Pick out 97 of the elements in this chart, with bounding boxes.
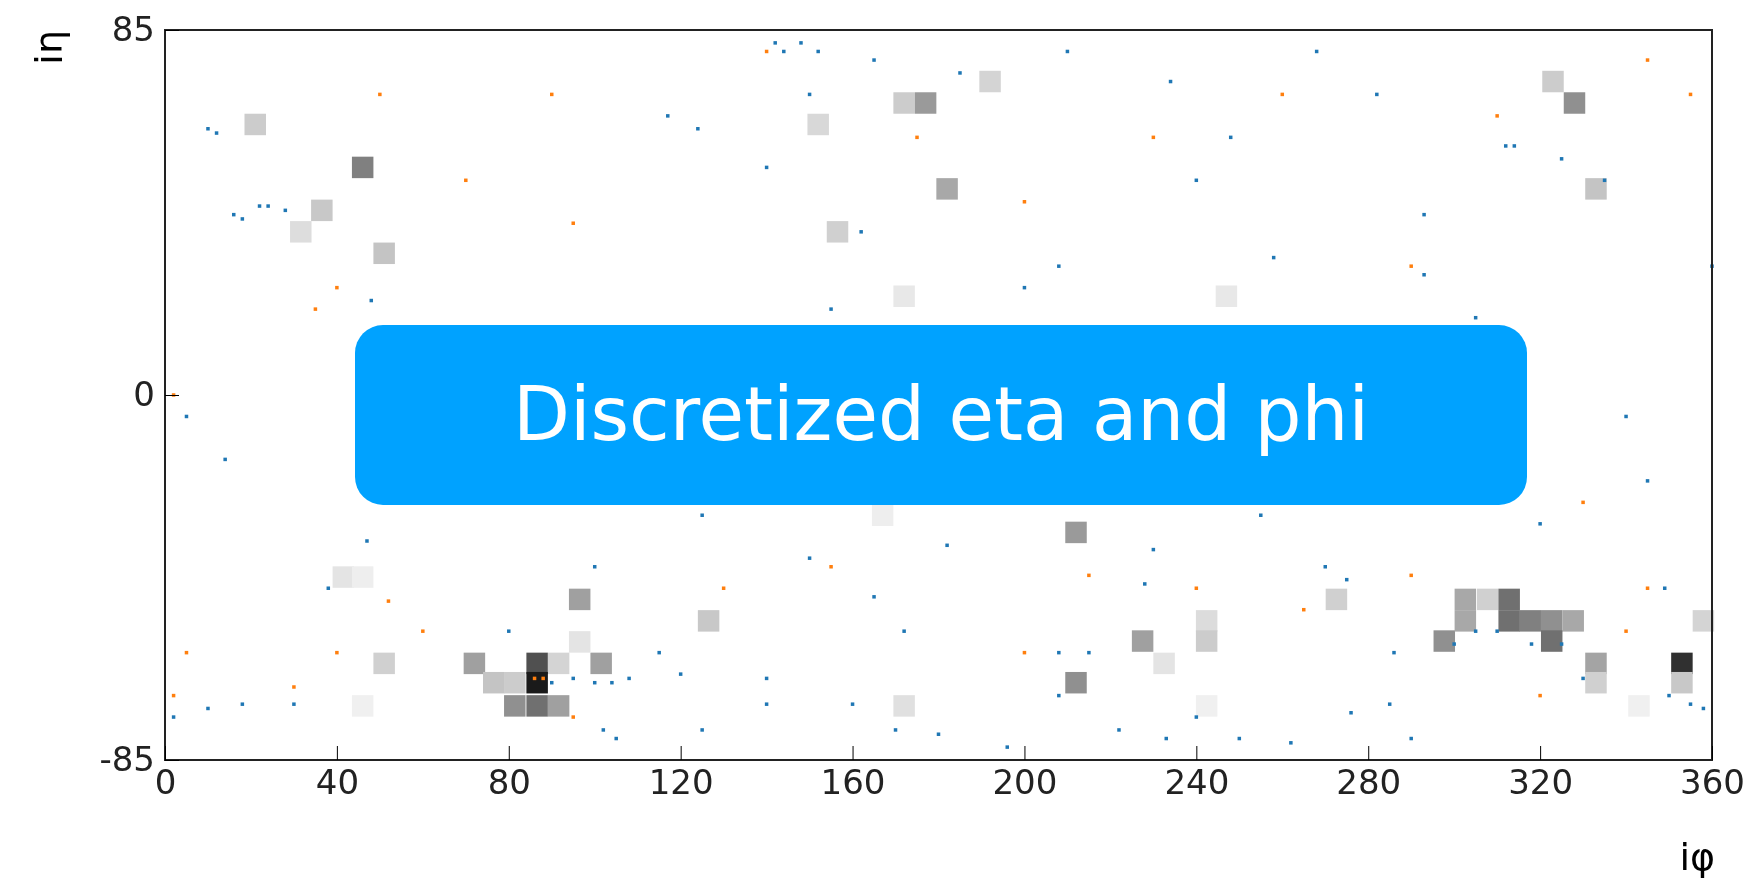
point [1645,586,1650,590]
point [351,156,374,179]
x-tick-label: 120 [648,762,714,803]
point [290,221,312,243]
point [1433,630,1456,652]
point [1538,693,1542,698]
point [1671,652,1693,675]
x-tick-label: 360 [1680,762,1745,803]
point [1624,629,1628,633]
point [547,695,570,717]
point [829,565,833,569]
point [541,676,545,681]
point [568,631,591,653]
point [463,652,486,675]
point [1454,588,1477,611]
y-tick-label: 85 [111,9,155,50]
point [571,221,575,225]
point [504,671,526,694]
point [351,566,374,588]
x-tick-label: 40 [315,762,360,803]
point [871,504,894,526]
point [568,588,591,611]
point [1563,92,1586,114]
point [1195,695,1218,717]
point [292,685,296,689]
point [1022,200,1027,204]
point [979,70,1001,93]
point [373,652,395,675]
point [1153,652,1175,675]
point [807,113,829,136]
point [386,599,391,603]
x-tick-label: 80 [487,762,531,803]
point [1519,610,1541,632]
point [826,221,849,243]
point [1409,264,1413,268]
point [1498,610,1520,632]
point [547,652,570,675]
point [526,695,548,717]
y-axis-title: iη [27,30,71,65]
point [373,242,395,265]
point [1065,521,1087,544]
point [697,610,720,632]
y-tick-label: 0 [133,374,155,415]
point [1498,588,1520,611]
point [1562,610,1584,632]
x-tick-label: 280 [1336,762,1402,803]
point [936,178,958,200]
point [1195,630,1218,652]
annotation: Discretized eta and phi [512,371,1370,457]
point [1581,500,1585,505]
point [550,92,554,97]
point [1454,610,1477,632]
x-axis-title: iφ [1679,835,1715,879]
point [335,650,339,655]
point [590,652,612,675]
point [335,285,339,290]
point [482,671,505,694]
point [1692,610,1715,632]
point [721,586,726,590]
point [1302,607,1306,612]
point [893,92,915,114]
point [1131,630,1154,652]
point [526,671,548,694]
point [1065,671,1087,694]
point [1645,58,1650,62]
point [526,652,548,675]
point [571,715,575,719]
point [1542,70,1564,93]
x-tick-label: 320 [1508,762,1574,803]
point [1540,610,1563,632]
point [378,92,382,97]
point [1325,588,1348,611]
x-tick-label: 200 [992,762,1058,803]
x-tick-label: 240 [1164,762,1230,803]
x-tick-label: 160 [820,762,886,803]
point [914,92,937,114]
point [504,695,526,717]
point [1476,588,1499,611]
point [1540,630,1563,652]
point [1409,573,1413,578]
point [1495,114,1499,118]
point [1585,652,1607,675]
point [1585,178,1607,200]
point [313,307,318,311]
point [421,629,425,633]
point [915,135,919,140]
point [1194,586,1199,590]
point [1195,610,1218,632]
point [1087,573,1091,578]
point [332,566,355,588]
point [893,695,915,717]
point [464,178,468,183]
point [244,113,266,136]
y-tick-label: -85 [99,739,155,780]
point [1671,671,1693,694]
point [311,199,333,222]
point [1585,671,1607,694]
